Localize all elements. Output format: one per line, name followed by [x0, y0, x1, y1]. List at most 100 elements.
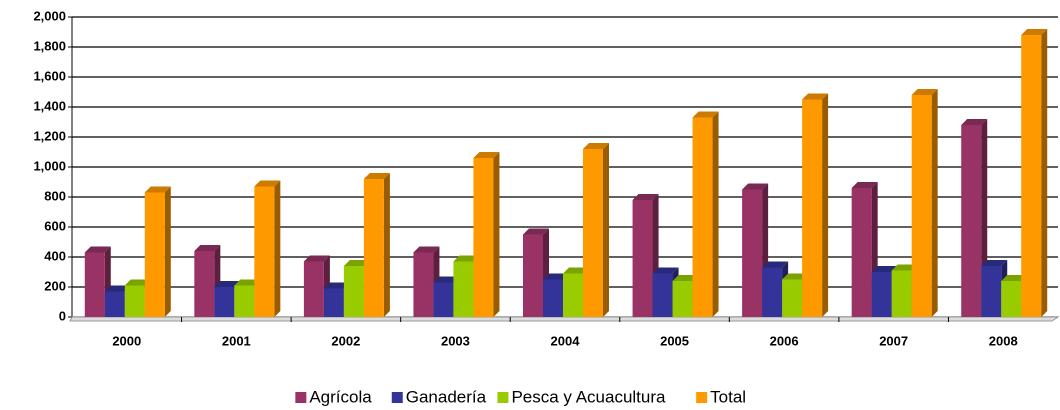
bar-top: [343, 260, 370, 266]
bar-top: [782, 273, 809, 280]
y-tick-label: 1,600: [33, 68, 66, 83]
bar-top: [523, 228, 549, 235]
bar: [891, 270, 912, 317]
bar: [104, 291, 125, 317]
y-tick-label: 1,400: [33, 98, 66, 113]
bar: [363, 179, 384, 317]
bar: [981, 266, 1002, 317]
bar: [84, 252, 105, 317]
bar: [1021, 35, 1042, 317]
bar: [911, 95, 932, 317]
x-tick-label: 2001: [222, 333, 251, 348]
bar-top: [194, 245, 221, 251]
bar-side: [383, 173, 390, 317]
bar-top: [1001, 275, 1028, 281]
bar: [433, 282, 454, 317]
bar-top: [323, 282, 350, 289]
bar: [692, 117, 713, 317]
bar-top: [632, 194, 659, 200]
bar: [851, 188, 872, 317]
bar: [234, 285, 255, 317]
bar: [144, 192, 165, 317]
x-tick-label: 2007: [879, 333, 908, 348]
x-tick-label: 2005: [660, 333, 689, 348]
bar-top: [144, 186, 171, 193]
bar: [303, 261, 324, 317]
bar-side: [931, 89, 938, 317]
bar-side: [603, 143, 609, 317]
bar-side: [493, 152, 500, 317]
bar-top: [802, 93, 829, 100]
bar-side: [1041, 29, 1048, 317]
bar: [194, 251, 215, 317]
bar: [961, 125, 982, 317]
bar-top: [543, 273, 569, 280]
floor: [69, 316, 1060, 322]
bar-top: [742, 183, 769, 190]
legend-swatch: [295, 392, 307, 403]
legend-swatch: [696, 392, 708, 403]
legend-label: Agrícola: [309, 387, 372, 406]
bar: [871, 272, 892, 317]
bar-top: [234, 279, 261, 286]
bar: [413, 252, 434, 317]
x-tick-label: 2006: [770, 333, 799, 348]
legend-label: Ganadería: [406, 387, 487, 406]
bar-top: [692, 111, 719, 118]
bar-top: [762, 261, 789, 268]
bar: [742, 189, 763, 317]
bar-top: [961, 119, 988, 125]
y-tick-label: 600: [44, 218, 66, 233]
bar-top: [453, 255, 480, 262]
bar: [473, 158, 494, 317]
bar-top: [124, 279, 151, 286]
bar: [523, 234, 543, 317]
bar: [632, 200, 653, 317]
bar: [652, 273, 673, 317]
bar: [543, 279, 563, 317]
bar: [782, 279, 803, 317]
y-tick-label: 1,800: [33, 38, 66, 53]
bar: [563, 273, 583, 317]
bar-top: [563, 267, 589, 274]
bar-top: [104, 285, 131, 292]
bar: [124, 285, 145, 317]
bar-top: [84, 246, 111, 253]
legend-swatch: [391, 392, 403, 403]
x-tick-label: 2004: [551, 333, 581, 348]
y-tick-label: 0: [59, 308, 66, 323]
legend-swatch: [497, 392, 509, 403]
bar-side: [274, 180, 281, 317]
x-tick-label: 2003: [441, 333, 470, 348]
bar-top: [911, 89, 938, 95]
bar-top: [413, 246, 440, 253]
bar-top: [433, 276, 460, 283]
y-tick-label: 800: [44, 188, 66, 203]
bar-top: [214, 281, 241, 287]
bar-top: [981, 260, 1008, 266]
bar-side: [712, 111, 719, 317]
x-tick-label: 2000: [112, 333, 141, 348]
bar-top: [851, 182, 878, 188]
bar: [802, 99, 823, 317]
bar: [343, 266, 364, 317]
bar: [672, 281, 693, 317]
bar: [214, 287, 235, 317]
x-tick-label: 2008: [989, 333, 1018, 348]
bar-top: [652, 267, 679, 274]
bar-top: [254, 180, 281, 187]
bar: [583, 149, 603, 317]
y-tick-label: 1,000: [33, 158, 66, 173]
bar-top: [363, 173, 390, 179]
legend-label: Total: [710, 387, 746, 406]
y-tick-label: 2,000: [33, 8, 66, 23]
x-tick-label: 2002: [331, 333, 360, 348]
bar: [1001, 281, 1022, 317]
bar-top: [1021, 29, 1048, 35]
bar-top: [583, 143, 609, 149]
bar-top: [473, 152, 500, 158]
bar-top: [303, 255, 330, 262]
bar: [453, 261, 474, 317]
legend-label: Pesca y Acuacultura: [511, 387, 666, 406]
